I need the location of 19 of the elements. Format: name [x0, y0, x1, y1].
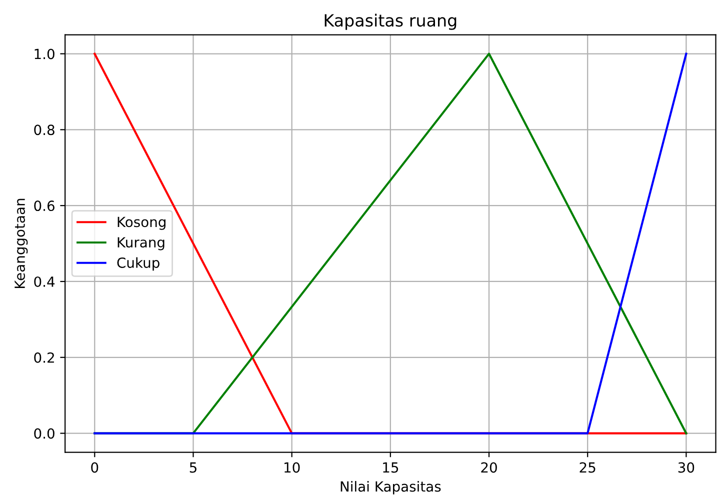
- y-tick-label: 0.2: [34, 352, 54, 363]
- legend-label: Kosong: [118, 216, 166, 230]
- y-tick-label: 0.4: [34, 276, 55, 287]
- legend-label: Cukup: [117, 257, 160, 271]
- x-tick-label: 10: [284, 462, 300, 473]
- x-tick-label: 15: [383, 462, 398, 473]
- y-tick-label: 0.8: [34, 124, 54, 136]
- x-tick-label: 0: [91, 462, 98, 473]
- legend-label: Kurang: [118, 237, 164, 250]
- y-tick-label: 0.0: [34, 428, 54, 439]
- x-tick-label: 30: [678, 462, 694, 473]
- x-tick-label: 20: [481, 462, 497, 473]
- chart-title: Kapasitas ruang: [324, 14, 456, 30]
- x-tick-label: 25: [580, 462, 596, 473]
- y-axis-title: Keanggotaan: [14, 198, 28, 288]
- y-tick-label: 0.6: [34, 200, 54, 212]
- x-axis-title: Nilai Kapasitas: [340, 480, 441, 494]
- y-tick-label: 1.0: [34, 48, 54, 60]
- x-tick-label: 5: [190, 462, 196, 473]
